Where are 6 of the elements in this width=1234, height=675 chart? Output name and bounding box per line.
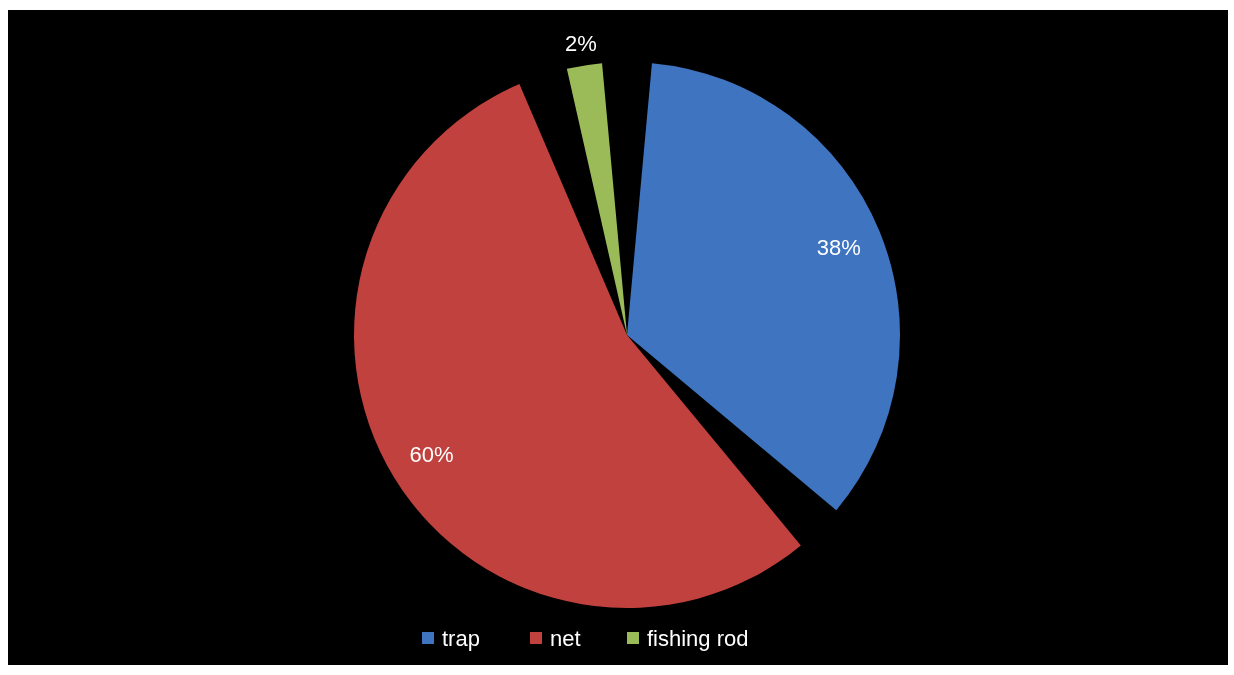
legend-label: net [550,625,581,651]
legend-label: fishing rod [647,625,749,651]
data-label: 2% [565,31,597,57]
data-label: 60% [409,441,454,467]
data-label: 38% [816,235,861,261]
legend-label: trap [442,625,480,651]
